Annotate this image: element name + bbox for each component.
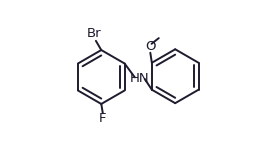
Text: Br: Br bbox=[86, 27, 101, 40]
Text: O: O bbox=[145, 40, 156, 53]
Text: HN: HN bbox=[130, 72, 150, 85]
Text: F: F bbox=[99, 112, 106, 125]
